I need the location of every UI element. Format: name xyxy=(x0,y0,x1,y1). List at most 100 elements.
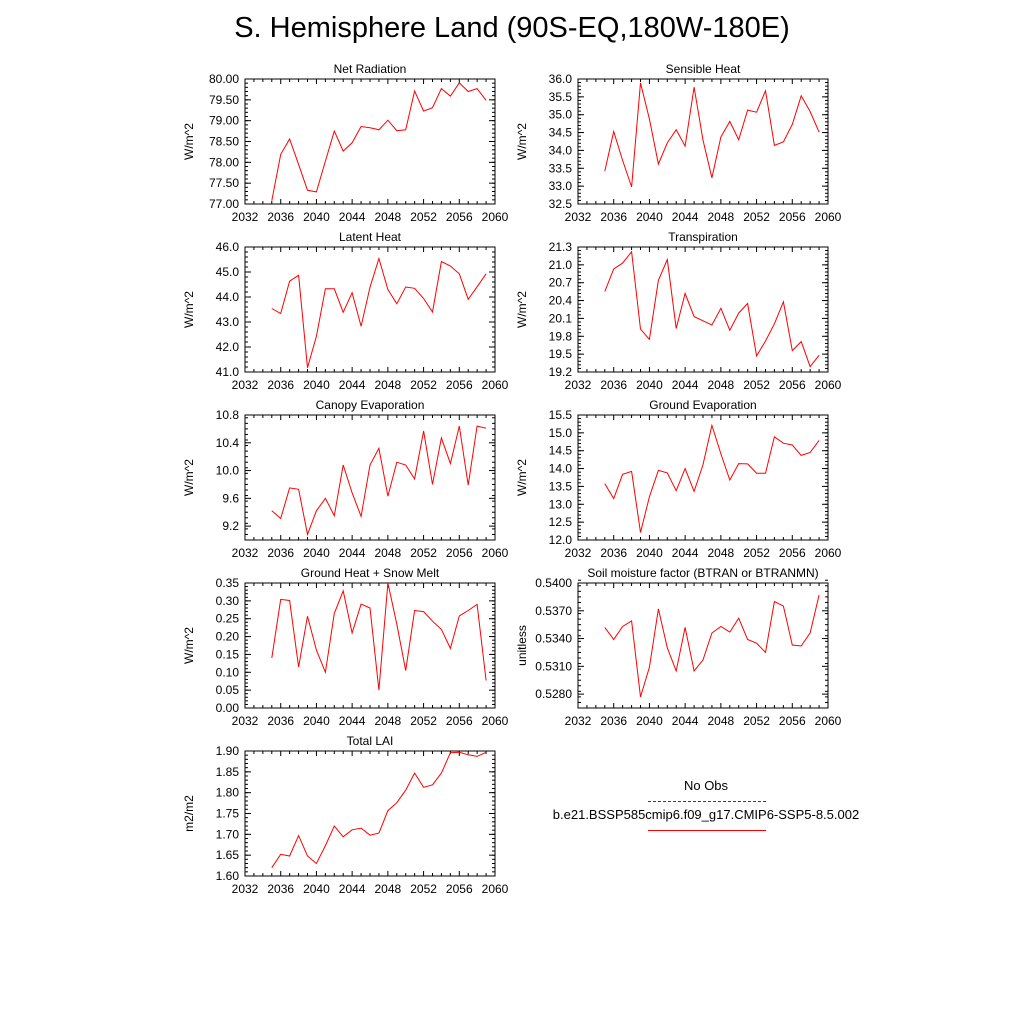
y-tick-label: 14.0 xyxy=(549,462,573,476)
x-tick-label: 2032 xyxy=(232,882,259,896)
chart-title: Latent Heat xyxy=(339,230,402,244)
x-tick-label: 2060 xyxy=(482,378,509,392)
y-tick-label: 43.0 xyxy=(216,315,240,329)
x-tick-label: 2040 xyxy=(636,210,663,224)
x-tick-label: 2032 xyxy=(232,210,259,224)
x-tick-label: 2048 xyxy=(375,546,402,560)
y-tick-label: 12.0 xyxy=(549,533,573,547)
series-line xyxy=(604,594,820,698)
chart-panel-1: Net Radiation W/m^2 2032 2036 2040 2044 2048 20… xyxy=(182,62,509,224)
x-tick-label: 2032 xyxy=(232,378,259,392)
x-tick-label: 2048 xyxy=(708,714,735,728)
y-tick-label: 0.00 xyxy=(216,701,240,715)
x-tick-label: 2048 xyxy=(708,378,735,392)
y-tick-label: 35.5 xyxy=(549,90,573,104)
x-tick-label: 2052 xyxy=(410,882,437,896)
x-tick-label: 2044 xyxy=(672,714,699,728)
x-tick-label: 2052 xyxy=(743,378,770,392)
x-tick-label: 2048 xyxy=(375,378,402,392)
x-tick-label: 2052 xyxy=(410,546,437,560)
x-tick-label: 2032 xyxy=(232,546,259,560)
y-tick-label: 0.5370 xyxy=(535,604,572,618)
legend-obs-line xyxy=(648,801,766,802)
series-line xyxy=(604,423,820,533)
y-tick-label: 21.3 xyxy=(549,240,573,254)
y-axis-label: W/m^2 xyxy=(182,123,196,160)
y-tick-label: 13.5 xyxy=(549,479,573,493)
y-tick-label: 34.5 xyxy=(549,126,573,140)
y-tick-label: 9.6 xyxy=(222,491,239,505)
legend-model-line xyxy=(648,830,766,831)
y-tick-label: 0.05 xyxy=(216,683,240,697)
x-tick-label: 2040 xyxy=(303,882,330,896)
x-tick-label: 2052 xyxy=(743,210,770,224)
x-tick-label: 2040 xyxy=(303,210,330,224)
x-tick-label: 2040 xyxy=(303,378,330,392)
y-tick-label: 9.2 xyxy=(222,519,239,533)
x-tick-label: 2056 xyxy=(446,714,473,728)
y-tick-label: 0.5280 xyxy=(535,687,572,701)
x-tick-label: 2036 xyxy=(600,714,627,728)
y-tick-label: 1.60 xyxy=(216,869,240,883)
plot-frame xyxy=(244,750,496,877)
x-tick-label: 2036 xyxy=(267,210,294,224)
x-tick-label: 2040 xyxy=(636,378,663,392)
y-tick-label: 77.00 xyxy=(209,197,239,211)
series-line xyxy=(271,256,487,368)
plot-frame xyxy=(244,582,496,709)
x-tick-label: 2036 xyxy=(267,882,294,896)
legend-model-label: b.e21.BSSP585cmip6.f09_g17.CMIP6-SSP5-8.… xyxy=(552,807,860,822)
chart-panel-6: Ground Evaporation W/m^2 2032 2036 2040 2044 2… xyxy=(515,398,842,560)
chart-title: Ground Heat + Snow Melt xyxy=(301,566,440,580)
x-tick-label: 2048 xyxy=(375,882,402,896)
series-line xyxy=(271,751,487,868)
y-tick-label: 41.0 xyxy=(216,365,240,379)
y-tick-label: 20.4 xyxy=(549,294,573,308)
x-tick-label: 2032 xyxy=(565,546,592,560)
plot-frame xyxy=(244,78,496,205)
y-tick-label: 35.0 xyxy=(549,108,573,122)
chart-title: Transpiration xyxy=(668,230,738,244)
series-line xyxy=(271,82,487,201)
x-tick-label: 2040 xyxy=(303,546,330,560)
x-tick-label: 2044 xyxy=(339,882,366,896)
x-tick-label: 2032 xyxy=(565,210,592,224)
y-tick-label: 80.00 xyxy=(209,72,239,86)
x-tick-label: 2044 xyxy=(672,378,699,392)
x-tick-label: 2052 xyxy=(743,714,770,728)
x-tick-label: 2060 xyxy=(482,210,509,224)
x-tick-label: 2048 xyxy=(708,546,735,560)
y-tick-label: 77.50 xyxy=(209,176,239,190)
y-axis-label: W/m^2 xyxy=(182,627,196,664)
chart-panel-9: Total LAI m2/m2 2032 2036 2040 2044 2048 2052 20… xyxy=(182,734,509,896)
chart-title: Soil moisture factor (BTRAN or BTRANMN) xyxy=(587,566,818,580)
y-axis-label: W/m^2 xyxy=(515,291,529,328)
x-tick-label: 2048 xyxy=(375,210,402,224)
chart-panel-3: Latent Heat W/m^2 2032 2036 2040 2044 2048 2052… xyxy=(182,230,509,392)
y-tick-label: 19.2 xyxy=(549,365,573,379)
x-tick-label: 2036 xyxy=(600,378,627,392)
y-tick-label: 44.0 xyxy=(216,290,240,304)
x-tick-label: 2036 xyxy=(267,714,294,728)
y-tick-label: 0.35 xyxy=(216,576,240,590)
y-tick-label: 19.8 xyxy=(549,329,573,343)
chart-panel-4: Transpiration W/m^2 2032 2036 2040 2044 2048 20… xyxy=(515,230,842,392)
chart-panel-2: Sensible Heat W/m^2 2032 2036 2040 2044 2048 20… xyxy=(515,62,842,224)
y-tick-label: 33.5 xyxy=(549,161,573,175)
x-tick-label: 2044 xyxy=(672,210,699,224)
x-tick-label: 2044 xyxy=(339,378,366,392)
chart-title: Net Radiation xyxy=(334,62,407,76)
y-tick-label: 32.5 xyxy=(549,197,573,211)
x-tick-label: 2040 xyxy=(303,714,330,728)
y-axis-label: W/m^2 xyxy=(182,459,196,496)
plot-frame xyxy=(244,246,496,373)
chart-panel-8: Soil moisture factor (BTRAN or BTRANMN) u… xyxy=(515,566,842,728)
x-tick-label: 2052 xyxy=(410,714,437,728)
x-tick-label: 2060 xyxy=(482,882,509,896)
x-tick-label: 2052 xyxy=(410,378,437,392)
x-tick-label: 2052 xyxy=(743,546,770,560)
y-tick-label: 0.5310 xyxy=(535,659,572,673)
x-tick-label: 2036 xyxy=(600,546,627,560)
x-tick-label: 2032 xyxy=(232,714,259,728)
